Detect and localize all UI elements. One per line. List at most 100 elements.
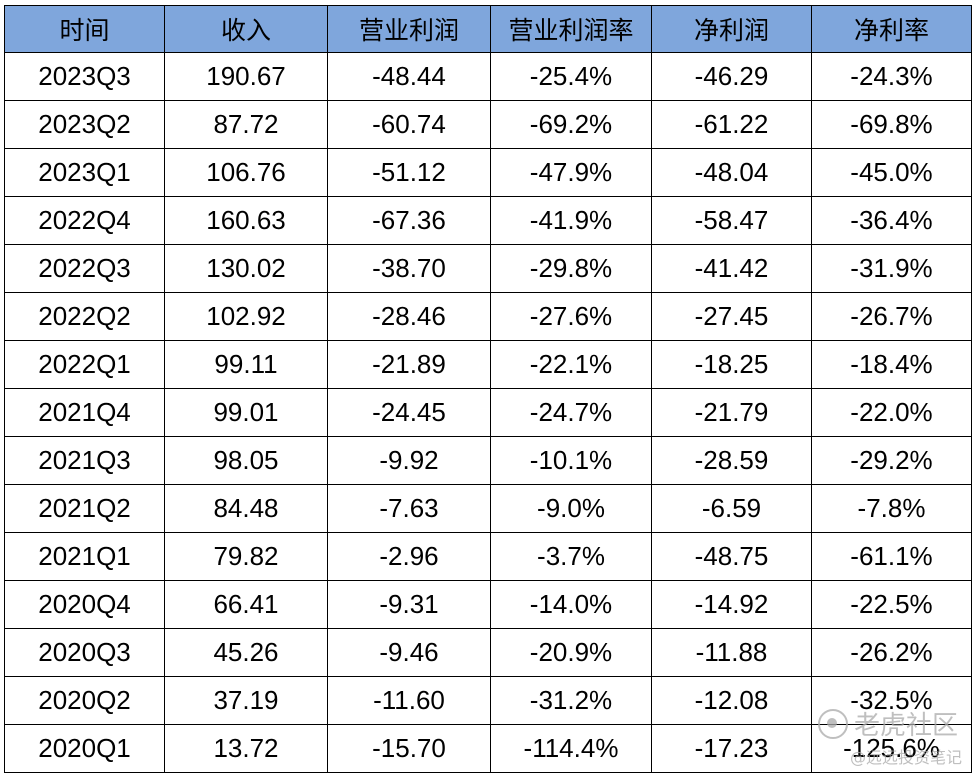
cell-operating-profit: -21.89 (327, 340, 491, 389)
cell-time: 2023Q1 (4, 148, 165, 197)
cell-revenue: 106.76 (164, 148, 328, 197)
cell-net-margin: -125.6% (811, 724, 972, 773)
cell-revenue: 130.02 (164, 244, 328, 293)
cell-net-profit: -14.92 (651, 580, 812, 629)
table-row: 2023Q2 87.72 -60.74 -69.2% -61.22 -69.8% (4, 100, 972, 149)
cell-net-profit: -17.23 (651, 724, 812, 773)
cell-time: 2022Q4 (4, 196, 165, 245)
cell-revenue: 102.92 (164, 292, 328, 341)
cell-net-margin: -7.8% (811, 484, 972, 533)
cell-operating-margin: -31.2% (490, 676, 652, 725)
cell-operating-profit: -9.31 (327, 580, 491, 629)
header-operating-margin: 营业利润率 (490, 5, 652, 53)
cell-operating-margin: -29.8% (490, 244, 652, 293)
table-body: 2023Q3 190.67 -48.44 -25.4% -46.29 -24.3% 2023… (4, 52, 972, 773)
header-time: 时间 (4, 5, 165, 53)
cell-operating-margin: -25.4% (490, 52, 652, 101)
cell-operating-profit: -7.63 (327, 484, 491, 533)
cell-net-profit: -6.59 (651, 484, 812, 533)
cell-time: 2022Q1 (4, 340, 165, 389)
cell-operating-profit: -51.12 (327, 148, 491, 197)
table-row: 2020Q2 37.19 -11.60 -31.2% -12.08 -32.5% (4, 676, 972, 725)
cell-revenue: 87.72 (164, 100, 328, 149)
cell-net-profit: -48.04 (651, 148, 812, 197)
cell-time: 2020Q4 (4, 580, 165, 629)
cell-net-profit: -12.08 (651, 676, 812, 725)
cell-net-profit: -21.79 (651, 388, 812, 437)
cell-operating-profit: -28.46 (327, 292, 491, 341)
table-row: 2021Q4 99.01 -24.45 -24.7% -21.79 -22.0% (4, 388, 972, 437)
cell-revenue: 13.72 (164, 724, 328, 773)
cell-net-margin: -69.8% (811, 100, 972, 149)
cell-operating-profit: -15.70 (327, 724, 491, 773)
cell-net-profit: -11.88 (651, 628, 812, 677)
cell-net-margin: -61.1% (811, 532, 972, 581)
cell-time: 2021Q1 (4, 532, 165, 581)
cell-net-margin: -36.4% (811, 196, 972, 245)
cell-operating-profit: -60.74 (327, 100, 491, 149)
cell-net-margin: -26.7% (811, 292, 972, 341)
cell-revenue: 84.48 (164, 484, 328, 533)
cell-net-margin: -26.2% (811, 628, 972, 677)
cell-operating-profit: -2.96 (327, 532, 491, 581)
cell-net-profit: -46.29 (651, 52, 812, 101)
cell-operating-margin: -3.7% (490, 532, 652, 581)
cell-net-margin: -22.5% (811, 580, 972, 629)
cell-operating-margin: -14.0% (490, 580, 652, 629)
cell-time: 2020Q2 (4, 676, 165, 725)
cell-time: 2021Q4 (4, 388, 165, 437)
cell-net-margin: -31.9% (811, 244, 972, 293)
cell-operating-margin: -27.6% (490, 292, 652, 341)
cell-revenue: 99.11 (164, 340, 328, 389)
financial-table: 时间 收入 营业利润 营业利润率 净利润 净利率 2023Q3 190.67 -48… (4, 5, 972, 773)
table-row: 2023Q3 190.67 -48.44 -25.4% -46.29 -24.3% (4, 52, 972, 101)
cell-operating-profit: -24.45 (327, 388, 491, 437)
table-row: 2022Q3 130.02 -38.70 -29.8% -41.42 -31.9% (4, 244, 972, 293)
cell-revenue: 160.63 (164, 196, 328, 245)
table-row: 2023Q1 106.76 -51.12 -47.9% -48.04 -45.0% (4, 148, 972, 197)
cell-operating-margin: -9.0% (490, 484, 652, 533)
table-row: 2021Q1 79.82 -2.96 -3.7% -48.75 -61.1% (4, 532, 972, 581)
cell-net-profit: -58.47 (651, 196, 812, 245)
cell-operating-margin: -10.1% (490, 436, 652, 485)
cell-operating-profit: -9.46 (327, 628, 491, 677)
cell-time: 2021Q3 (4, 436, 165, 485)
header-operating-profit: 营业利润 (327, 5, 491, 53)
cell-net-margin: -22.0% (811, 388, 972, 437)
table-row: 2020Q3 45.26 -9.46 -20.9% -11.88 -26.2% (4, 628, 972, 677)
cell-net-profit: -41.42 (651, 244, 812, 293)
cell-operating-margin: -47.9% (490, 148, 652, 197)
table-header: 时间 收入 营业利润 营业利润率 净利润 净利率 (4, 5, 972, 53)
cell-operating-profit: -38.70 (327, 244, 491, 293)
cell-revenue: 190.67 (164, 52, 328, 101)
cell-net-margin: -32.5% (811, 676, 972, 725)
cell-revenue: 98.05 (164, 436, 328, 485)
cell-time: 2020Q1 (4, 724, 165, 773)
cell-time: 2021Q2 (4, 484, 165, 533)
cell-revenue: 66.41 (164, 580, 328, 629)
cell-revenue: 45.26 (164, 628, 328, 677)
table-row: 2021Q3 98.05 -9.92 -10.1% -28.59 -29.2% (4, 436, 972, 485)
cell-revenue: 99.01 (164, 388, 328, 437)
cell-time: 2022Q3 (4, 244, 165, 293)
header-net-margin: 净利率 (811, 5, 972, 53)
cell-net-margin: -24.3% (811, 52, 972, 101)
cell-operating-margin: -20.9% (490, 628, 652, 677)
cell-net-margin: -45.0% (811, 148, 972, 197)
header-net-profit: 净利润 (651, 5, 812, 53)
cell-net-profit: -61.22 (651, 100, 812, 149)
table-row: 2020Q4 66.41 -9.31 -14.0% -14.92 -22.5% (4, 580, 972, 629)
cell-operating-profit: -11.60 (327, 676, 491, 725)
cell-operating-margin: -41.9% (490, 196, 652, 245)
cell-net-margin: -29.2% (811, 436, 972, 485)
cell-operating-profit: -48.44 (327, 52, 491, 101)
cell-time: 2022Q2 (4, 292, 165, 341)
header-row: 时间 收入 营业利润 营业利润率 净利润 净利率 (4, 5, 972, 53)
cell-operating-margin: -24.7% (490, 388, 652, 437)
cell-operating-profit: -67.36 (327, 196, 491, 245)
cell-operating-profit: -9.92 (327, 436, 491, 485)
cell-revenue: 79.82 (164, 532, 328, 581)
cell-time: 2023Q3 (4, 52, 165, 101)
cell-net-margin: -18.4% (811, 340, 972, 389)
table-row: 2020Q1 13.72 -15.70 -114.4% -17.23 -125.6% (4, 724, 972, 773)
